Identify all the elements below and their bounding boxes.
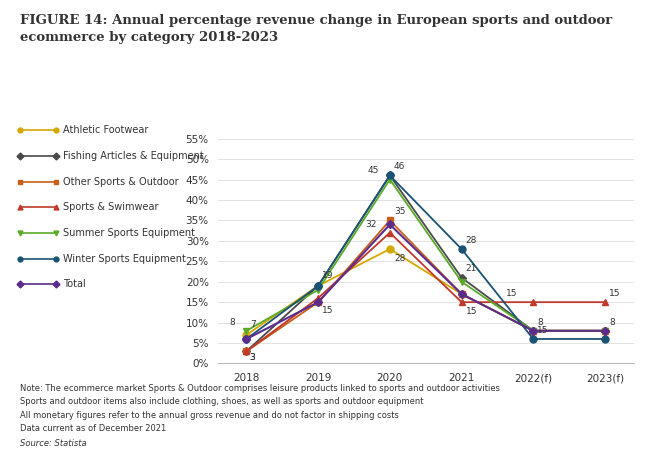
Text: 15: 15 [609,289,620,298]
Text: 8: 8 [230,318,236,327]
Text: 15: 15 [506,289,517,298]
Text: 15: 15 [466,307,477,316]
Text: 32: 32 [365,219,376,228]
Text: 8: 8 [609,318,615,327]
Text: 3: 3 [249,353,255,363]
Text: 3: 3 [249,353,255,363]
Text: Fishing Articles & Equipment: Fishing Articles & Equipment [63,151,203,161]
Text: 21: 21 [466,265,477,274]
Text: 19: 19 [322,271,334,280]
Text: Winter Sports Equipment: Winter Sports Equipment [63,254,185,264]
Text: FIGURE 14: Annual percentage revenue change in European sports and outdoor
ecomm: FIGURE 14: Annual percentage revenue cha… [20,14,612,44]
Text: Summer Sports Equipment: Summer Sports Equipment [63,228,195,238]
Text: 8: 8 [537,318,543,327]
Text: 7: 7 [251,320,256,329]
Text: Sports and outdoor items also include clothing, shoes, as well as sports and out: Sports and outdoor items also include cl… [20,397,423,406]
Text: All monetary figures refer to the annual gross revenue and do not factor in ship: All monetary figures refer to the annual… [20,411,399,419]
Text: 15: 15 [322,306,334,315]
Text: Athletic Footwear: Athletic Footwear [63,125,148,136]
Text: 28: 28 [394,254,405,263]
Text: Source: Statista: Source: Statista [20,439,86,448]
Text: 15: 15 [537,326,549,335]
Text: 46: 46 [394,162,405,171]
Text: 28: 28 [466,236,477,245]
Text: Other Sports & Outdoor: Other Sports & Outdoor [63,177,178,187]
Text: Data current as of December 2021: Data current as of December 2021 [20,424,166,432]
Text: Total: Total [63,279,85,289]
Text: 35: 35 [394,207,405,216]
Text: 45: 45 [368,166,379,175]
Text: Note: The ecommerce market Sports & Outdoor comprises leisure products linked to: Note: The ecommerce market Sports & Outd… [20,384,500,393]
Text: Sports & Swimwear: Sports & Swimwear [63,202,158,212]
